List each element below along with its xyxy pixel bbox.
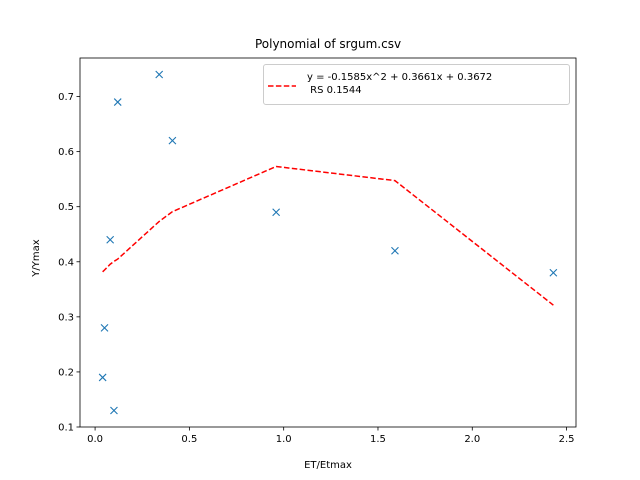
axes: 0.0 0.5 1.0 1.5 2.0 2.5 0.1 0.2 0.3 0.4 0.5 0.6 0.7	[58, 57, 577, 445]
data-point-marker	[110, 406, 118, 415]
marker-stroke	[106, 235, 115, 244]
marker-stroke	[272, 208, 281, 217]
x-tick-label: 2.5	[559, 434, 575, 445]
x-tick-label: 0.5	[181, 434, 197, 445]
x-tick-label: 0.0	[87, 434, 103, 445]
axes-frame	[79, 57, 577, 428]
marker-stroke	[168, 136, 177, 145]
legend-label: y = -0.1585x^2 + 0.3661x + 0.3672	[307, 72, 492, 83]
y-tick-label: 0.6	[58, 147, 74, 158]
y-tick-label: 0.5	[58, 202, 74, 213]
data-point-marker	[155, 70, 164, 79]
data-point-marker	[391, 246, 399, 255]
marker-stroke	[155, 70, 164, 79]
data-point-marker	[168, 136, 177, 145]
y-tick-label: 0.3	[58, 312, 74, 323]
x-tick-label: 2.0	[464, 434, 480, 445]
x-axis-label: ET/Etmax	[304, 460, 352, 471]
x-tick-label: 1.5	[370, 434, 386, 445]
plot-area	[98, 70, 558, 415]
x-tick-label: 1.0	[276, 434, 292, 445]
data-point-marker	[549, 268, 558, 277]
y-tick-label: 0.7	[58, 92, 74, 103]
marker-stroke	[113, 98, 122, 106]
fit-curve-line	[102, 165, 554, 306]
data-point-marker	[98, 373, 107, 382]
data-point-marker	[113, 98, 122, 106]
marker-stroke	[391, 246, 399, 255]
marker-stroke	[100, 323, 109, 332]
data-point-marker	[100, 323, 109, 332]
y-tick-label: 0.4	[58, 257, 74, 268]
y-tick-label: 0.2	[58, 367, 74, 378]
y-tick-label: 0.1	[58, 423, 74, 434]
chart-title: Polynomial of srgum.csv	[255, 37, 401, 51]
marker-stroke	[110, 406, 118, 415]
marker-stroke	[549, 268, 558, 277]
legend: y = -0.1585x^2 + 0.3661x + 0.3672 RS 0.1…	[263, 64, 570, 105]
data-point-marker	[106, 235, 115, 244]
y-axis-label: Y/Ymax	[31, 239, 42, 277]
marker-stroke	[98, 373, 107, 382]
legend-label: RS 0.1544	[307, 85, 362, 96]
data-point-marker	[272, 208, 281, 217]
legend-box	[263, 64, 570, 105]
